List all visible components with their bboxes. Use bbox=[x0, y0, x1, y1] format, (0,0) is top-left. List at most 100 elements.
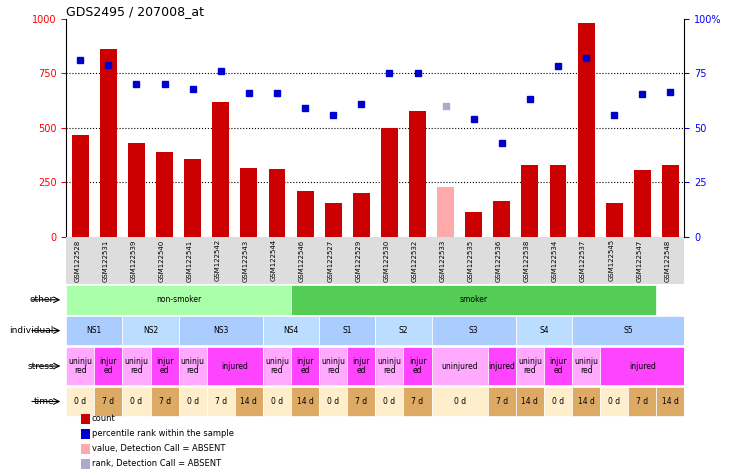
Bar bbox=[629, 387, 657, 416]
Text: 14 d: 14 d bbox=[578, 397, 595, 406]
Text: 7 d: 7 d bbox=[158, 397, 171, 406]
Text: GSM122547: GSM122547 bbox=[637, 239, 643, 282]
Bar bbox=[544, 347, 572, 385]
Bar bbox=[375, 347, 403, 385]
Bar bbox=[263, 387, 291, 416]
Bar bbox=[179, 347, 207, 385]
Text: GSM122544: GSM122544 bbox=[271, 239, 277, 282]
Text: GSM122534: GSM122534 bbox=[552, 239, 558, 282]
Text: GSM122530: GSM122530 bbox=[383, 239, 389, 282]
Text: 0 d: 0 d bbox=[552, 397, 564, 406]
Text: GSM122536: GSM122536 bbox=[496, 239, 502, 282]
Text: NS1: NS1 bbox=[87, 326, 102, 335]
Text: GDS2495 / 207008_at: GDS2495 / 207008_at bbox=[66, 5, 205, 18]
Text: GSM122542: GSM122542 bbox=[215, 239, 221, 282]
Bar bbox=[347, 347, 375, 385]
Bar bbox=[213, 102, 229, 237]
Bar bbox=[493, 201, 510, 237]
Bar bbox=[516, 347, 544, 385]
Text: NS3: NS3 bbox=[213, 326, 228, 335]
Text: NS4: NS4 bbox=[283, 326, 299, 335]
Bar bbox=[66, 387, 94, 416]
Text: count: count bbox=[92, 414, 116, 423]
Bar bbox=[156, 152, 173, 237]
Bar bbox=[375, 316, 431, 346]
Bar bbox=[179, 316, 263, 346]
Text: 14 d: 14 d bbox=[297, 397, 314, 406]
Bar bbox=[409, 110, 426, 237]
Text: uninju
red: uninju red bbox=[574, 357, 598, 374]
Text: GSM122529: GSM122529 bbox=[355, 239, 361, 282]
Text: uninju
red: uninju red bbox=[68, 357, 92, 374]
Text: 7 d: 7 d bbox=[215, 397, 227, 406]
Bar bbox=[122, 347, 151, 385]
Bar bbox=[522, 165, 538, 237]
Bar bbox=[325, 203, 342, 237]
Text: uninjured: uninjured bbox=[442, 362, 478, 371]
Text: smoker: smoker bbox=[460, 295, 488, 304]
Text: individual: individual bbox=[10, 326, 54, 335]
Bar bbox=[66, 285, 291, 315]
Bar bbox=[516, 316, 572, 346]
Text: uninju
red: uninju red bbox=[321, 357, 345, 374]
Bar bbox=[151, 387, 179, 416]
Bar bbox=[319, 316, 375, 346]
Text: GSM122541: GSM122541 bbox=[187, 239, 193, 282]
Bar bbox=[122, 316, 179, 346]
Text: GSM122548: GSM122548 bbox=[665, 239, 670, 282]
Text: 14 d: 14 d bbox=[522, 397, 538, 406]
Bar bbox=[572, 387, 600, 416]
Bar bbox=[657, 387, 684, 416]
Text: GSM122545: GSM122545 bbox=[608, 239, 615, 282]
Bar bbox=[550, 165, 567, 237]
Text: injured: injured bbox=[489, 362, 515, 371]
Bar bbox=[291, 347, 319, 385]
Text: 7 d: 7 d bbox=[636, 397, 648, 406]
Bar bbox=[578, 23, 595, 237]
Text: time: time bbox=[33, 397, 54, 406]
Bar bbox=[544, 387, 572, 416]
Bar bbox=[319, 347, 347, 385]
Text: injur
ed: injur ed bbox=[549, 357, 567, 374]
Text: injur
ed: injur ed bbox=[99, 357, 117, 374]
Bar bbox=[403, 347, 431, 385]
Text: 0 d: 0 d bbox=[271, 397, 283, 406]
Bar bbox=[122, 387, 151, 416]
Bar bbox=[606, 203, 623, 237]
Bar bbox=[319, 387, 347, 416]
Text: stress: stress bbox=[27, 362, 54, 371]
Bar bbox=[437, 187, 454, 237]
Text: injur
ed: injur ed bbox=[353, 357, 370, 374]
Bar bbox=[662, 165, 679, 237]
Bar bbox=[184, 158, 201, 237]
Bar bbox=[572, 316, 684, 346]
Bar bbox=[488, 387, 516, 416]
Bar bbox=[516, 387, 544, 416]
Text: 14 d: 14 d bbox=[662, 397, 679, 406]
Text: 7 d: 7 d bbox=[496, 397, 508, 406]
Bar bbox=[72, 135, 89, 237]
Bar bbox=[151, 347, 179, 385]
Bar bbox=[600, 387, 629, 416]
Bar bbox=[263, 316, 319, 346]
Text: injured: injured bbox=[629, 362, 656, 371]
Text: GSM122535: GSM122535 bbox=[467, 239, 474, 282]
Bar bbox=[291, 387, 319, 416]
Bar bbox=[403, 387, 431, 416]
Bar bbox=[179, 387, 207, 416]
Text: S4: S4 bbox=[539, 326, 549, 335]
Bar bbox=[94, 387, 122, 416]
Text: S3: S3 bbox=[469, 326, 478, 335]
Text: rank, Detection Call = ABSENT: rank, Detection Call = ABSENT bbox=[92, 459, 221, 468]
Bar bbox=[431, 387, 488, 416]
Text: GSM122531: GSM122531 bbox=[102, 239, 108, 282]
Text: uninju
red: uninju red bbox=[181, 357, 205, 374]
Text: GSM122546: GSM122546 bbox=[299, 239, 305, 282]
Bar bbox=[353, 193, 369, 237]
Bar bbox=[269, 169, 286, 237]
Bar bbox=[347, 387, 375, 416]
Text: uninju
red: uninju red bbox=[124, 357, 149, 374]
Text: injur
ed: injur ed bbox=[156, 357, 174, 374]
Bar bbox=[128, 143, 145, 237]
Bar bbox=[375, 387, 403, 416]
